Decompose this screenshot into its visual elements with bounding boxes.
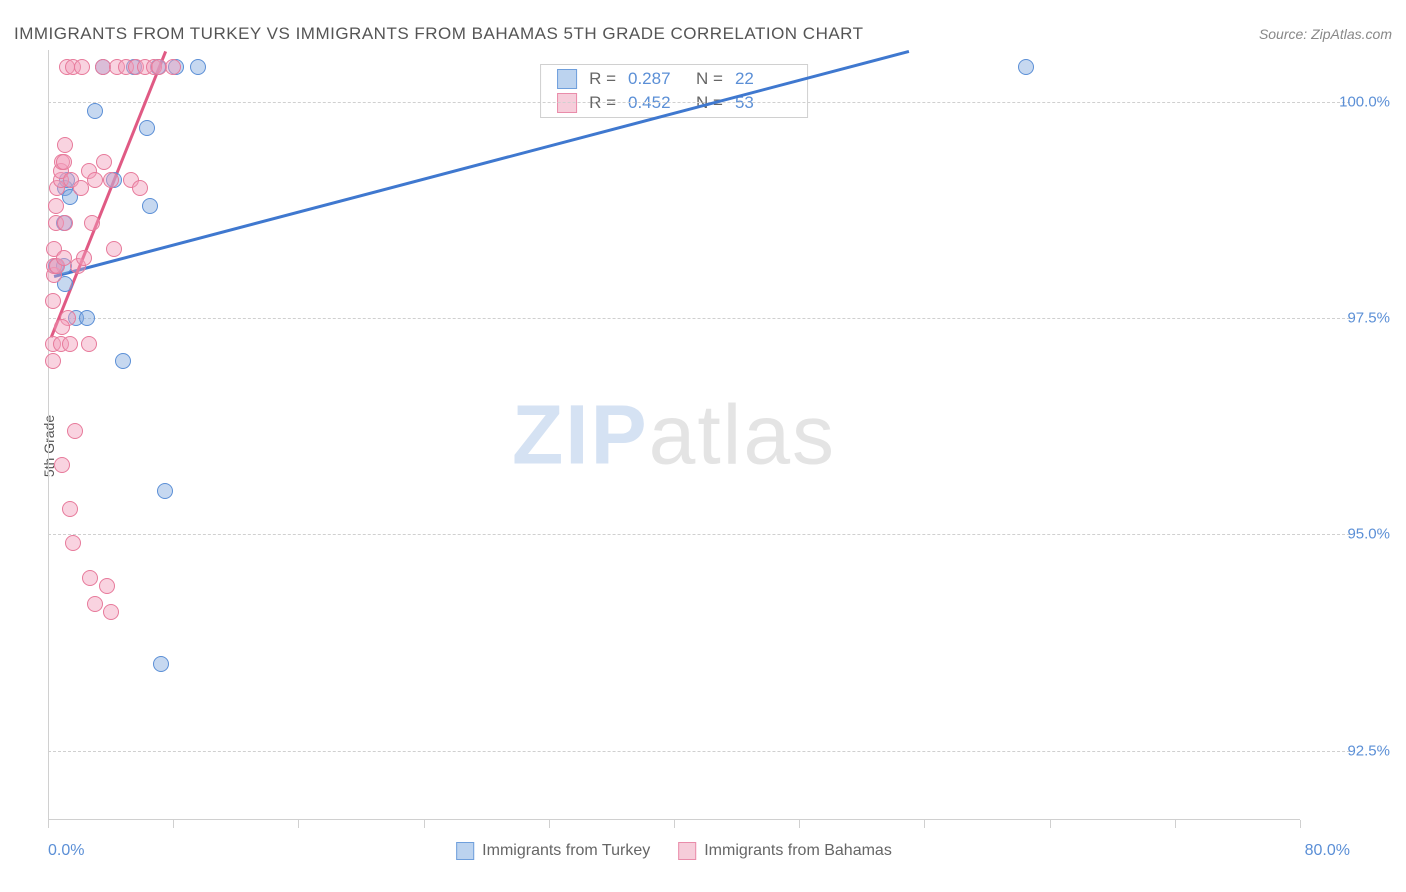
data-point <box>103 604 119 620</box>
data-point <box>157 483 173 499</box>
data-point <box>87 103 103 119</box>
legend-label-turkey: Immigrants from Turkey <box>482 842 650 860</box>
data-point <box>73 180 89 196</box>
legend-swatch-bahamas <box>678 842 696 860</box>
x-tick <box>674 820 675 828</box>
n-label: N = <box>696 69 723 89</box>
data-point <box>1018 59 1034 75</box>
y-axis-line <box>48 50 49 820</box>
data-point <box>115 353 131 369</box>
y-tick-label: 92.5% <box>1310 742 1390 759</box>
grid-line <box>48 318 1350 319</box>
grid-line <box>48 534 1350 535</box>
data-point <box>87 596 103 612</box>
stats-swatch-bahamas <box>557 93 577 113</box>
legend-label-bahamas: Immigrants from Bahamas <box>704 842 892 860</box>
x-tick <box>799 820 800 828</box>
chart-header: IMMIGRANTS FROM TURKEY VS IMMIGRANTS FRO… <box>14 24 1392 44</box>
data-point <box>45 293 61 309</box>
watermark: ZIPatlas <box>512 387 836 484</box>
data-point <box>106 241 122 257</box>
data-point <box>62 501 78 517</box>
legend-swatch-turkey <box>456 842 474 860</box>
data-point <box>87 172 103 188</box>
data-point <box>74 59 90 75</box>
data-point <box>62 336 78 352</box>
data-point <box>82 570 98 586</box>
y-tick-label: 97.5% <box>1310 310 1390 327</box>
bottom-legend: Immigrants from Turkey Immigrants from B… <box>456 842 892 860</box>
n-value-turkey: 22 <box>735 69 791 89</box>
data-point <box>81 336 97 352</box>
chart-source: Source: ZipAtlas.com <box>1259 26 1392 42</box>
y-tick-label: 95.0% <box>1310 526 1390 543</box>
legend-item-turkey: Immigrants from Turkey <box>456 842 650 860</box>
r-value-bahamas: 0.452 <box>628 93 684 113</box>
x-tick <box>424 820 425 828</box>
x-tick <box>48 820 49 828</box>
scatter-chart: ZIPatlas 0.0% 80.0% Immigrants from Turk… <box>48 50 1300 820</box>
data-point <box>57 215 73 231</box>
watermark-zip: ZIP <box>512 388 649 482</box>
stats-swatch-turkey <box>557 69 577 89</box>
x-max-label: 80.0% <box>1305 842 1350 860</box>
data-point <box>190 59 206 75</box>
data-point <box>54 319 70 335</box>
data-point <box>45 353 61 369</box>
x-tick <box>298 820 299 828</box>
data-point <box>57 137 73 153</box>
x-min-label: 0.0% <box>48 842 84 860</box>
trend-line <box>54 50 909 277</box>
x-tick <box>549 820 550 828</box>
data-point <box>99 578 115 594</box>
chart-title: IMMIGRANTS FROM TURKEY VS IMMIGRANTS FRO… <box>14 24 864 44</box>
data-point <box>84 215 100 231</box>
r-label-2: R = <box>589 93 616 113</box>
x-tick <box>1175 820 1176 828</box>
y-tick-label: 100.0% <box>1310 93 1390 110</box>
r-value-turkey: 0.287 <box>628 69 684 89</box>
watermark-atlas: atlas <box>649 388 836 482</box>
data-point <box>79 310 95 326</box>
r-label: R = <box>589 69 616 89</box>
data-point <box>142 198 158 214</box>
data-point <box>96 154 112 170</box>
x-tick <box>1300 820 1301 828</box>
data-point <box>56 154 72 170</box>
x-tick <box>173 820 174 828</box>
data-point <box>132 180 148 196</box>
legend-item-bahamas: Immigrants from Bahamas <box>678 842 892 860</box>
data-point <box>76 250 92 266</box>
data-point <box>48 198 64 214</box>
x-tick <box>1050 820 1051 828</box>
data-point <box>165 59 181 75</box>
x-tick <box>924 820 925 828</box>
data-point <box>54 457 70 473</box>
stats-box: R = 0.287 N = 22 R = 0.452 N = 53 <box>540 64 808 118</box>
grid-line <box>48 102 1350 103</box>
grid-line <box>48 751 1350 752</box>
data-point <box>67 423 83 439</box>
data-point <box>139 120 155 136</box>
data-point <box>103 172 119 188</box>
data-point <box>65 535 81 551</box>
data-point <box>153 656 169 672</box>
